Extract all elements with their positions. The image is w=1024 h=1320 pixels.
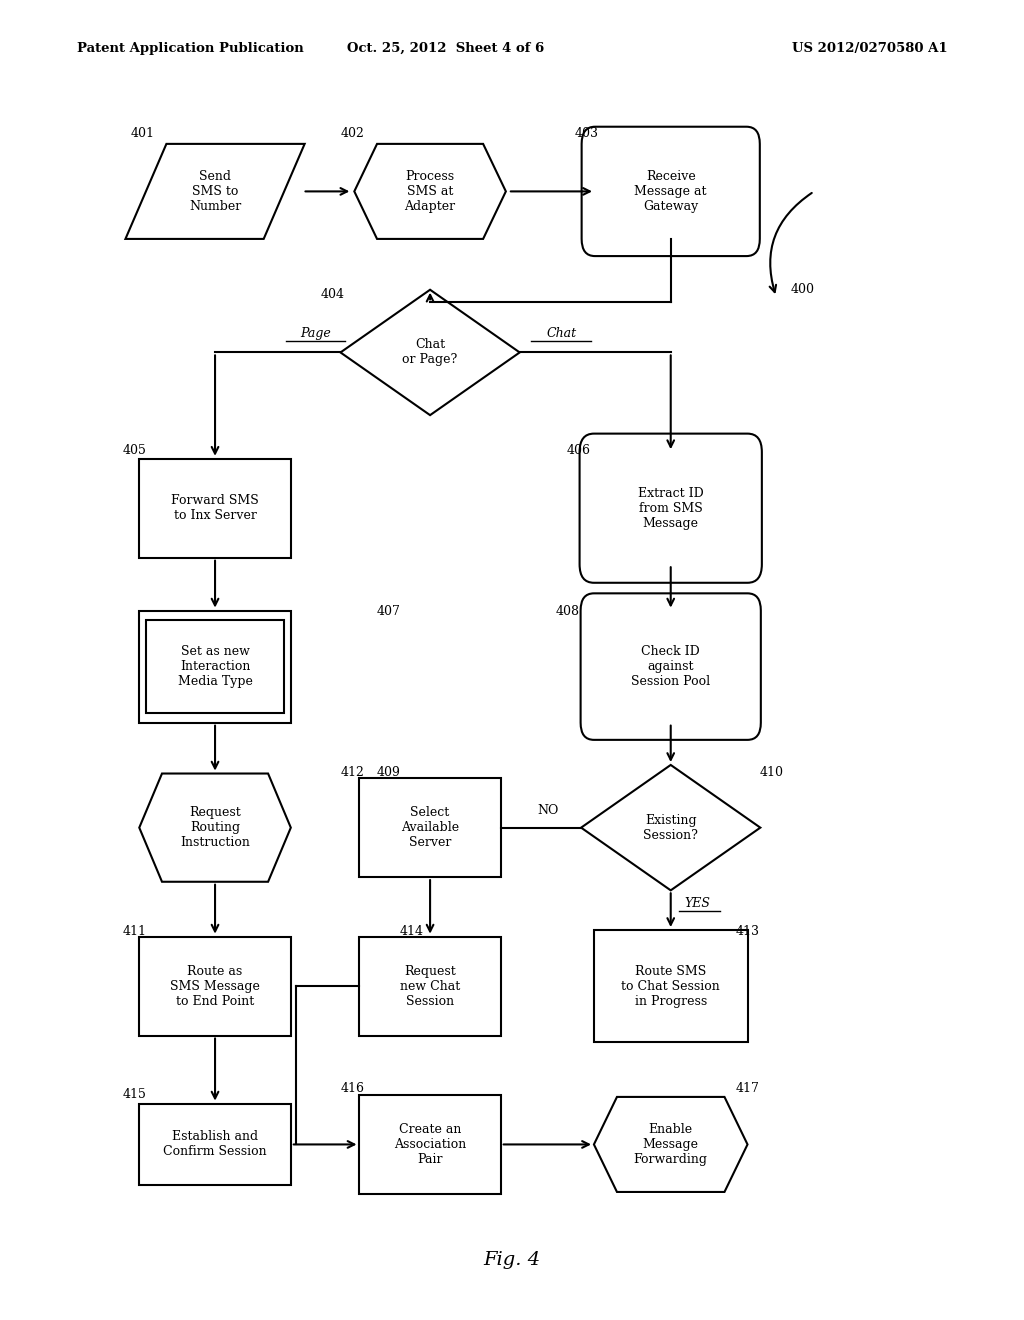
Text: 401: 401 [131,127,155,140]
Text: Select
Available
Server: Select Available Server [401,807,459,849]
Text: 413: 413 [735,924,759,937]
Text: Route SMS
to Chat Session
in Progress: Route SMS to Chat Session in Progress [622,965,720,1007]
Text: US 2012/0270580 A1: US 2012/0270580 A1 [792,42,947,55]
Text: Forward SMS
to Inx Server: Forward SMS to Inx Server [171,494,259,523]
FancyBboxPatch shape [580,433,762,583]
Polygon shape [139,774,291,882]
Text: Request
Routing
Instruction: Request Routing Instruction [180,807,250,849]
Text: 407: 407 [377,605,400,618]
Polygon shape [125,144,305,239]
FancyBboxPatch shape [359,777,501,876]
Text: Page: Page [300,326,331,339]
Text: 404: 404 [321,288,344,301]
Text: 403: 403 [574,127,598,140]
Polygon shape [582,766,760,890]
Text: Chat
or Page?: Chat or Page? [402,338,458,367]
FancyBboxPatch shape [139,610,291,722]
Text: 405: 405 [123,444,146,457]
FancyBboxPatch shape [581,594,761,739]
Text: 402: 402 [341,127,365,140]
FancyBboxPatch shape [139,1104,291,1185]
Text: 416: 416 [341,1081,365,1094]
FancyBboxPatch shape [139,459,291,557]
Text: 406: 406 [566,444,590,457]
FancyBboxPatch shape [359,937,501,1035]
Text: 410: 410 [760,766,783,779]
Text: Patent Application Publication: Patent Application Publication [77,42,303,55]
Polygon shape [340,290,519,414]
Text: Fig. 4: Fig. 4 [483,1250,541,1269]
FancyBboxPatch shape [146,620,284,713]
FancyBboxPatch shape [359,1096,501,1193]
Text: Existing
Session?: Existing Session? [643,813,698,842]
Text: Oct. 25, 2012  Sheet 4 of 6: Oct. 25, 2012 Sheet 4 of 6 [347,42,544,55]
Text: Enable
Message
Forwarding: Enable Message Forwarding [634,1123,708,1166]
Text: Set as new
Interaction
Media Type: Set as new Interaction Media Type [177,645,253,688]
Polygon shape [594,1097,748,1192]
Text: Route as
SMS Message
to End Point: Route as SMS Message to End Point [170,965,260,1007]
Text: 400: 400 [791,282,814,296]
Text: Receive
Message at
Gateway: Receive Message at Gateway [635,170,707,213]
Text: 408: 408 [556,605,580,618]
FancyBboxPatch shape [582,127,760,256]
Text: Process
SMS at
Adapter: Process SMS at Adapter [404,170,456,213]
Text: Check ID
against
Session Pool: Check ID against Session Pool [631,645,711,688]
Text: Request
new Chat
Session: Request new Chat Session [400,965,460,1007]
Text: NO: NO [538,804,558,817]
Text: 414: 414 [399,924,423,937]
FancyBboxPatch shape [594,929,748,1043]
Text: YES: YES [684,896,710,909]
Text: 412: 412 [341,766,365,779]
Text: 415: 415 [123,1088,146,1101]
Text: 409: 409 [377,766,400,779]
Text: Establish and
Confirm Session: Establish and Confirm Session [163,1130,267,1159]
Text: 417: 417 [735,1081,759,1094]
Text: 411: 411 [123,924,146,937]
Polygon shape [354,144,506,239]
FancyBboxPatch shape [139,937,291,1035]
Text: Extract ID
from SMS
Message: Extract ID from SMS Message [638,487,703,529]
Text: Create an
Association
Pair: Create an Association Pair [394,1123,466,1166]
Text: Send
SMS to
Number: Send SMS to Number [188,170,242,213]
Text: Chat: Chat [546,326,577,339]
